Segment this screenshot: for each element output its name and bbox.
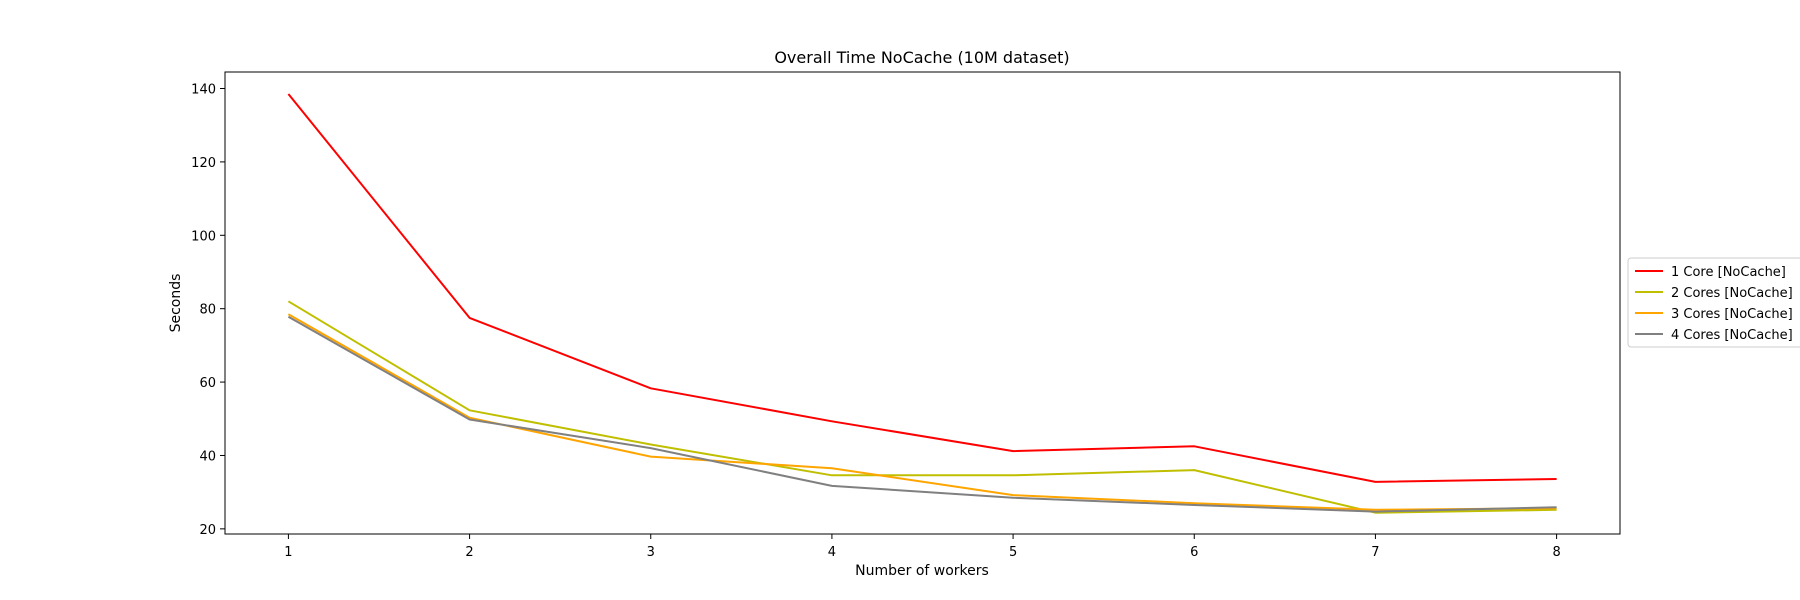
y-tick-label: 60 <box>199 376 216 391</box>
y-tick-label: 140 <box>191 83 216 98</box>
y-tick-label: 120 <box>191 156 216 171</box>
series-line-1 <box>287 93 1557 483</box>
y-tick-label: 20 <box>199 523 216 538</box>
legend: 1 Core [NoCache] 2 Cores [NoCache] 3 Cores… <box>1627 257 1800 348</box>
legend-frame <box>1627 257 1800 348</box>
chart-title: Overall Time NoCache (10M dataset) <box>774 48 1069 67</box>
y-axis-label: Seconds <box>168 274 184 333</box>
x-axis-ticks: 1 2 3 4 5 6 7 8 <box>284 534 1561 560</box>
plot-lines <box>287 93 1557 514</box>
legend-label-1: 1 Core [NoCache] <box>1671 265 1786 280</box>
x-axis-label: Number of workers <box>855 563 989 579</box>
x-tick-label: 2 <box>465 545 473 560</box>
x-tick-label: 6 <box>1190 545 1198 560</box>
plot-frame <box>224 71 1621 535</box>
legend-label-4: 4 Cores [NoCache] <box>1671 328 1793 343</box>
y-tick-label: 40 <box>199 449 216 464</box>
y-tick-label: 100 <box>191 229 216 244</box>
y-axis-ticks: 20 40 60 80 100 120 140 <box>191 83 225 538</box>
x-tick-label: 4 <box>828 545 836 560</box>
x-tick-label: 5 <box>1009 545 1017 560</box>
x-tick-label: 1 <box>284 545 292 560</box>
y-tick-label: 80 <box>199 303 216 318</box>
x-tick-label: 7 <box>1371 545 1379 560</box>
x-tick-label: 8 <box>1552 545 1560 560</box>
x-tick-label: 3 <box>647 545 655 560</box>
series-line-2 <box>287 300 1557 514</box>
legend-label-3: 3 Cores [NoCache] <box>1671 307 1793 322</box>
series-line-4 <box>287 315 1557 513</box>
legend-label-2: 2 Cores [NoCache] <box>1671 286 1793 301</box>
